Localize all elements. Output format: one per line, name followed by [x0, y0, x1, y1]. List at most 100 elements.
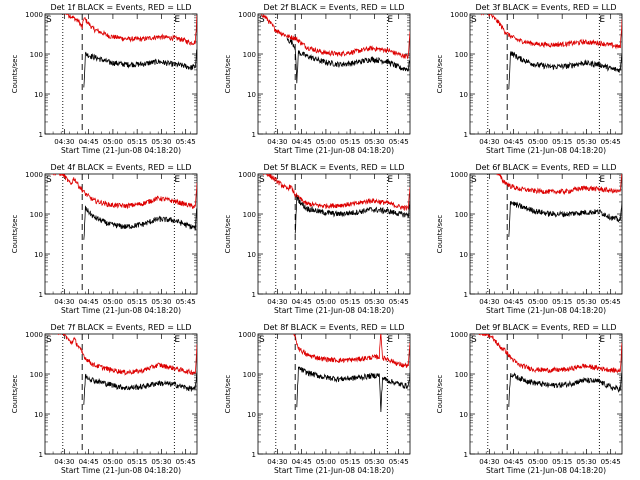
y-tick-label: 100: [243, 371, 256, 379]
x-tick-label: 04:30: [267, 298, 287, 306]
events-series-line: [508, 370, 622, 407]
y-tick-label: 100: [30, 51, 43, 59]
lld-series-line: [259, 174, 410, 212]
s-marker: S: [471, 175, 477, 185]
lld-series-line: [293, 334, 410, 369]
panel-title: Det 7f BLACK = Events, RED = LLD: [50, 323, 191, 332]
x-tick-label: 05:15: [127, 458, 147, 466]
x-tick-label: 04:30: [479, 138, 499, 146]
events-series-line: [83, 205, 197, 240]
s-marker: S: [259, 15, 265, 25]
y-axis-title: Counts/sec: [224, 375, 232, 414]
x-tick-label: 04:45: [79, 458, 99, 466]
lld-series-line: [496, 174, 622, 196]
y-tick-label: 1: [252, 451, 256, 459]
y-axis-title: Counts/sec: [11, 375, 19, 414]
lld-series-line: [63, 14, 197, 46]
y-tick-label: 10: [34, 411, 43, 419]
y-tick-label: 1: [464, 131, 468, 139]
x-tick-label: 04:30: [267, 138, 287, 146]
x-axis-title: Start Time (21-Jun-08 04:18:20): [274, 306, 394, 315]
y-tick-label: 10: [247, 251, 256, 259]
y-tick-label: 10: [459, 91, 468, 99]
e-marker: E: [387, 175, 393, 185]
y-tick-label: 1000: [25, 331, 43, 339]
x-tick-label: 05:45: [601, 298, 621, 306]
x-tick-label: 05:45: [176, 138, 196, 146]
panel-title: Det 3f BLACK = Events, RED = LLD: [475, 3, 616, 12]
lld-series-line: [49, 174, 197, 210]
plot-frame: [44, 173, 198, 295]
y-tick-label: 100: [243, 51, 256, 59]
x-tick-label: 05:00: [316, 138, 336, 146]
x-tick-label: 05:45: [389, 138, 409, 146]
y-tick-label: 100: [455, 211, 468, 219]
y-tick-label: 10: [247, 91, 256, 99]
panel-7: Det 7f BLACK = Events, RED = LLD 1 10 100 10…: [11, 323, 198, 475]
y-tick-label: 1: [39, 131, 43, 139]
y-tick-label: 1: [252, 291, 256, 299]
panel-3: Det 3f BLACK = Events, RED = LLD 1 10 100 10…: [436, 3, 623, 155]
x-tick-label: 05:00: [103, 298, 123, 306]
panel-4: Det 4f BLACK = Events, RED = LLD 1 10 100 10…: [11, 163, 198, 315]
e-marker: E: [599, 335, 605, 345]
lld-series-line: [475, 14, 622, 50]
x-axis-title: Start Time (21-Jun-08 04:18:20): [274, 146, 394, 155]
plot-frame: [257, 333, 411, 455]
lld-series-line: [261, 14, 410, 59]
x-tick-label: 04:45: [504, 458, 524, 466]
y-tick-label: 1: [39, 451, 43, 459]
panel-title: Det 4f BLACK = Events, RED = LLD: [50, 163, 191, 172]
x-tick-label: 05:45: [601, 458, 621, 466]
x-tick-label: 05:30: [364, 138, 384, 146]
y-tick-label: 100: [30, 211, 43, 219]
panel-title: Det 5f BLACK = Events, RED = LLD: [263, 163, 404, 172]
x-tick-label: 04:45: [292, 298, 312, 306]
e-marker: E: [599, 15, 605, 25]
plot-frame: [469, 333, 623, 455]
e-marker: E: [599, 175, 605, 185]
y-axis-title: Counts/sec: [436, 215, 444, 254]
y-tick-label: 100: [455, 51, 468, 59]
x-tick-label: 05:00: [528, 138, 548, 146]
y-tick-label: 1000: [450, 171, 468, 179]
x-tick-label: 05:15: [340, 138, 360, 146]
panel-2: Det 2f BLACK = Events, RED = LLD 1 10 100 10…: [224, 3, 411, 155]
y-tick-label: 1000: [25, 171, 43, 179]
panel-title: Det 9f BLACK = Events, RED = LLD: [475, 323, 616, 332]
x-tick-label: 05:00: [103, 458, 123, 466]
y-tick-label: 10: [34, 91, 43, 99]
e-marker: E: [174, 15, 180, 25]
plot-frame: [257, 13, 411, 135]
panel-8: Det 8f BLACK = Events, RED = LLD 1 10 100 10…: [224, 323, 411, 475]
x-tick-label: 05:30: [151, 138, 171, 146]
panel-title: Det 6f BLACK = Events, RED = LLD: [475, 163, 616, 172]
lld-series-line: [472, 334, 622, 374]
e-marker: E: [174, 175, 180, 185]
y-tick-label: 1: [39, 291, 43, 299]
y-tick-label: 10: [247, 411, 256, 419]
x-tick-label: 05:15: [552, 298, 572, 306]
panel-title: Det 1f BLACK = Events, RED = LLD: [50, 3, 191, 12]
y-tick-label: 100: [243, 211, 256, 219]
x-tick-label: 05:15: [552, 138, 572, 146]
x-tick-label: 05:00: [103, 138, 123, 146]
x-tick-label: 05:45: [176, 458, 196, 466]
events-series-line: [286, 37, 410, 84]
x-tick-label: 04:45: [79, 298, 99, 306]
s-marker: S: [46, 175, 52, 185]
y-axis-title: Counts/sec: [11, 215, 19, 254]
e-marker: E: [174, 335, 180, 345]
x-tick-label: 04:30: [479, 298, 499, 306]
x-tick-label: 05:15: [340, 298, 360, 306]
events-series-line: [294, 195, 410, 234]
events-series-line: [508, 200, 622, 237]
y-tick-label: 1000: [238, 331, 256, 339]
x-tick-label: 05:45: [389, 458, 409, 466]
panel-5: Det 5f BLACK = Events, RED = LLD 1 10 100 10…: [224, 163, 411, 315]
x-axis-title: Start Time (21-Jun-08 04:18:20): [486, 306, 606, 315]
y-tick-label: 1: [252, 131, 256, 139]
panel-title: Det 2f BLACK = Events, RED = LLD: [263, 3, 404, 12]
x-tick-label: 05:30: [576, 298, 596, 306]
